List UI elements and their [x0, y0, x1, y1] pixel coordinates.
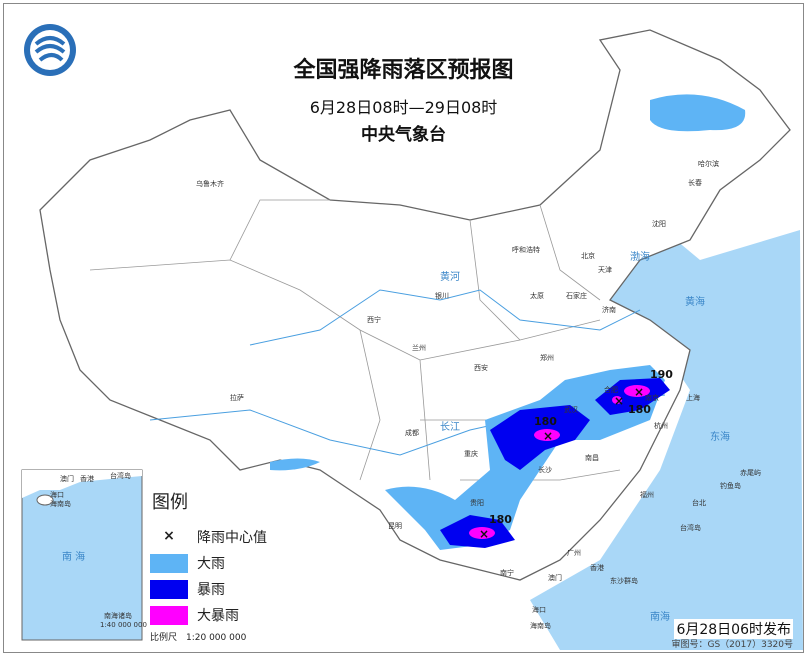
- issuer: 中央气象台: [361, 125, 446, 145]
- city-label: 南宁: [500, 568, 514, 577]
- svg-text:赤尾屿: 赤尾屿: [740, 468, 761, 477]
- legend-item-rainstorm: 暴雨: [150, 576, 267, 602]
- inset-label: 台湾岛: [110, 471, 131, 480]
- city-label: 澳门: [548, 573, 562, 582]
- svg-text:台湾岛: 台湾岛: [680, 523, 701, 532]
- svg-text:东沙群岛: 东沙群岛: [610, 576, 638, 585]
- rain-value: 180: [628, 403, 651, 416]
- city-label: 海口: [532, 605, 546, 614]
- city-label: 长春: [688, 178, 702, 187]
- legend-label: 暴雨: [197, 582, 225, 598]
- city-label: 天津: [598, 266, 612, 274]
- city-label: 银川: [435, 291, 449, 300]
- city-label: 合肥: [604, 385, 618, 394]
- city-label: 兰州: [412, 343, 426, 352]
- rain-center-marker: ×: [634, 385, 644, 399]
- legend-label: 降雨中心值: [197, 530, 267, 546]
- city-label: 拉萨: [230, 393, 244, 402]
- legend-item-downpour: 大暴雨: [150, 602, 267, 628]
- forecast-period: 6月28日08时—29日08时: [309, 98, 498, 117]
- legend-swatch: [150, 553, 188, 573]
- city-label: 成都: [405, 428, 419, 437]
- svg-text:南海: 南海: [650, 610, 670, 623]
- rain-value: 180: [534, 415, 557, 428]
- inset-label: 海口: [50, 490, 64, 499]
- cma-logo: [24, 24, 76, 76]
- city-label: 昆明: [388, 522, 402, 530]
- city-label: 长沙: [538, 465, 552, 474]
- city-label: 太原: [530, 291, 544, 300]
- svg-text:东海: 东海: [710, 430, 730, 443]
- legend-title: 图例: [152, 492, 188, 513]
- publish-time: 6月28日06时发布: [674, 619, 793, 639]
- city-label: 西宁: [367, 315, 381, 324]
- rain-center-markers: × × × ×: [479, 385, 644, 541]
- sea-area: [530, 210, 803, 650]
- inset-title: 南海诸岛: [104, 611, 132, 620]
- city-label: 石家庄: [566, 291, 587, 300]
- city-label: 福州: [640, 490, 654, 499]
- city-label: 广州: [567, 548, 581, 557]
- legend-label: 大暴雨: [197, 608, 239, 624]
- svg-text:长江: 长江: [440, 421, 460, 433]
- svg-text:渤海: 渤海: [630, 250, 650, 263]
- legend-swatch: [150, 605, 188, 625]
- legend: 图例 × 降雨中心值 大雨 暴雨 大暴雨 比例尺 1:20 000 000: [150, 488, 267, 643]
- cross-icon: ×: [163, 527, 175, 544]
- svg-text:黄河: 黄河: [440, 270, 460, 283]
- rain-center-marker: ×: [614, 394, 624, 408]
- rain-value: 190: [650, 368, 673, 381]
- inset-sea-label: 南 海: [62, 550, 85, 563]
- sea-labels: 渤海 黄海 东海 南海 台湾岛 海南岛 东沙群岛 钓鱼岛 赤尾屿 黄河 长江: [440, 250, 761, 630]
- inset-label: 澳门: [60, 474, 74, 483]
- city-label: 北京: [581, 251, 595, 260]
- rain-downpour: [469, 385, 650, 539]
- city-label: 乌鲁木齐: [196, 179, 224, 188]
- legend-item-rain-center: × 降雨中心值: [150, 524, 267, 550]
- city-label: 贵阳: [470, 498, 484, 507]
- city-label: 重庆: [464, 449, 478, 458]
- city-label: 台北: [692, 498, 706, 507]
- rain-center-marker: ×: [479, 527, 489, 541]
- legend-item-heavy-rain: 大雨: [150, 550, 267, 576]
- city-label: 南京: [645, 393, 659, 402]
- city-label: 郑州: [540, 354, 554, 362]
- city-label: 哈尔滨: [698, 159, 719, 168]
- city-label: 沈阳: [652, 219, 666, 228]
- city-label: 上海: [686, 393, 700, 402]
- legend-swatch: [150, 579, 188, 599]
- rain-value: 180: [489, 513, 512, 526]
- city-label: 呼和浩特: [512, 245, 540, 254]
- review-number: 审图号：GS（2017）3320号: [671, 640, 794, 650]
- city-label: 南昌: [585, 453, 599, 462]
- china-land: [39, 29, 791, 581]
- city-label: 济南: [602, 305, 616, 314]
- inset-scale: 1:40 000 000: [100, 621, 147, 629]
- svg-text:钓鱼岛: 钓鱼岛: [720, 481, 741, 490]
- svg-text:海南岛: 海南岛: [530, 621, 551, 630]
- city-label: 武汉: [564, 405, 578, 414]
- inset-label: 香港: [80, 474, 94, 483]
- city-label: 西安: [474, 363, 488, 372]
- city-label: 杭州: [654, 421, 668, 430]
- city-label: 香港: [590, 563, 604, 572]
- inset-land: [22, 470, 142, 498]
- scale-text: 比例尺 1:20 000 000: [150, 633, 247, 643]
- inset-hainan: [36, 494, 54, 506]
- map-title: 全国强降雨落区预报图: [293, 58, 514, 83]
- legend-label: 大雨: [197, 556, 225, 572]
- rain-center-marker: ×: [543, 429, 553, 443]
- svg-text:黄海: 黄海: [685, 295, 705, 308]
- inset-label: 海南岛: [50, 499, 71, 508]
- city-labels: 乌鲁木齐 哈尔滨 长春 沈阳 呼和浩特 北京 天津 石家庄 太原 济南 银川 西…: [196, 159, 719, 614]
